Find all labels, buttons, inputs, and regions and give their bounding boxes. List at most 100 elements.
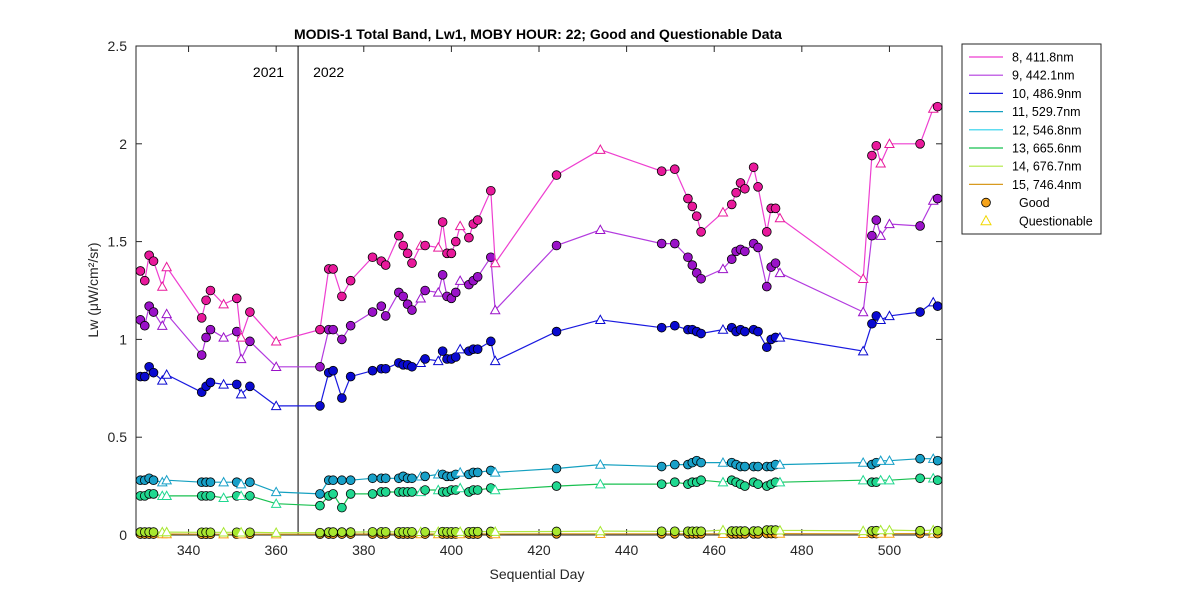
data-point-good	[407, 258, 417, 268]
data-point-questionable	[161, 308, 173, 319]
data-point-good	[740, 183, 750, 194]
data-point-good	[753, 326, 763, 337]
data-point-good	[345, 489, 356, 499]
data-point-questionable	[857, 474, 869, 485]
data-point-good	[486, 185, 496, 196]
data-point-good	[402, 248, 413, 259]
data-point-good	[245, 307, 255, 317]
data-point-good	[656, 479, 667, 489]
legend-entry: 13, 665.6nm	[1012, 142, 1082, 156]
data-point-good	[551, 463, 562, 474]
series-line-1	[139, 198, 938, 368]
data-point-good	[345, 320, 356, 331]
legend-entry: 9, 442.1nm	[1012, 69, 1075, 83]
data-point-questionable	[270, 400, 282, 411]
data-point-good	[367, 365, 378, 376]
data-point-good	[196, 313, 207, 323]
data-point-questionable	[489, 304, 501, 315]
x-tick-label: 340	[177, 542, 201, 558]
data-point-good	[740, 326, 750, 337]
data-point-questionable	[717, 476, 729, 487]
data-point-good	[394, 230, 404, 241]
data-point-good	[328, 264, 338, 274]
data-point-good	[245, 336, 255, 347]
data-point-good	[380, 527, 391, 537]
data-point-good	[464, 232, 474, 243]
data-point-good	[867, 318, 877, 329]
data-point-good	[437, 217, 448, 227]
data-point-good	[748, 162, 759, 173]
data-point-good	[740, 461, 750, 472]
data-point-questionable	[774, 331, 786, 342]
data-point-good	[551, 526, 562, 537]
data-point-questionable	[857, 306, 869, 317]
data-point-questionable	[161, 261, 173, 272]
plot-area: 340 360 380 400 420 440 460 480 500 0 0.5 1 1.5 2 2.5 2…	[108, 38, 943, 558]
data-point-good	[472, 485, 483, 495]
data-point-good	[420, 285, 430, 296]
data-point-good	[205, 491, 216, 501]
data-point-good	[328, 324, 338, 335]
data-point-questionable	[774, 212, 786, 223]
data-point-good	[380, 311, 391, 321]
data-point-good	[380, 487, 391, 497]
data-point-questionable	[270, 335, 282, 346]
data-point-questionable	[857, 525, 869, 536]
data-point-good	[915, 525, 925, 536]
data-point-good	[696, 273, 706, 284]
data-point-good	[345, 275, 356, 286]
chart-title: MODIS-1 Total Band, Lw1, MOBY HOUR: 22; …	[294, 26, 782, 42]
data-point-good	[486, 336, 496, 347]
data-point-good	[345, 527, 356, 537]
data-point-good	[398, 291, 409, 302]
data-point-questionable	[883, 524, 895, 535]
data-point-good	[315, 489, 325, 499]
data-point-good	[420, 485, 430, 495]
data-point-good	[551, 240, 562, 251]
data-point-good	[696, 227, 706, 237]
data-point-questionable	[883, 474, 895, 485]
data-point-good	[656, 461, 667, 472]
data-point-good	[205, 324, 216, 335]
data-point-questionable	[594, 144, 606, 154]
data-point-good	[398, 240, 409, 251]
data-point-good	[551, 481, 562, 491]
data-point-good	[328, 527, 338, 537]
data-point-questionable	[454, 275, 466, 285]
data-point-good	[201, 295, 211, 306]
data-point-good	[696, 526, 706, 537]
data-point-questionable	[774, 267, 786, 278]
data-point-questionable	[235, 353, 247, 364]
data-point-good	[315, 361, 325, 372]
data-point-questionable	[857, 345, 869, 356]
y-tick-label: 0	[119, 527, 127, 543]
data-point-good	[437, 270, 448, 280]
data-point-good	[367, 473, 378, 484]
data-point-questionable	[218, 526, 230, 537]
legend-questionable-marker	[980, 214, 992, 226]
data-point-good	[148, 367, 159, 378]
data-point-questionable	[218, 492, 230, 503]
data-point-questionable	[432, 241, 444, 252]
data-point-good	[740, 246, 750, 257]
data-point-questionable	[270, 498, 282, 508]
data-point-questionable	[774, 476, 786, 487]
data-point-good	[245, 381, 255, 392]
data-point-good	[450, 352, 461, 362]
data-point-good	[472, 272, 483, 282]
data-point-questionable	[717, 524, 729, 535]
data-point-good	[315, 527, 325, 538]
data-point-good	[345, 371, 356, 382]
data-point-good	[683, 193, 693, 204]
data-point-questionable	[875, 314, 887, 325]
legend: 8, 411.8nm 9, 442.1nm 10, 486.9nm 11, 529.7…	[961, 43, 1102, 235]
data-point-questionable	[594, 314, 606, 325]
data-point-good	[376, 301, 387, 311]
data-point-good	[407, 473, 417, 484]
data-point-good	[201, 332, 211, 343]
data-point-questionable	[235, 331, 247, 342]
data-point-questionable	[270, 361, 282, 371]
data-point-good	[932, 475, 943, 486]
data-point-questionable	[875, 474, 887, 485]
